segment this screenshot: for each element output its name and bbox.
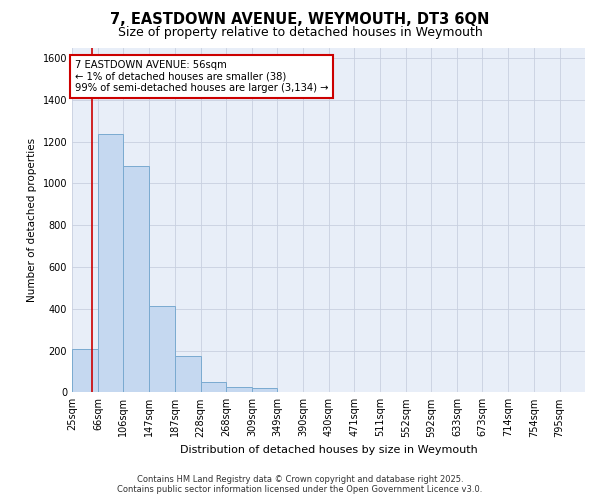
Text: 7 EASTDOWN AVENUE: 56sqm
← 1% of detached houses are smaller (38)
99% of semi-de: 7 EASTDOWN AVENUE: 56sqm ← 1% of detache… — [74, 60, 328, 94]
Text: 7, EASTDOWN AVENUE, WEYMOUTH, DT3 6QN: 7, EASTDOWN AVENUE, WEYMOUTH, DT3 6QN — [110, 12, 490, 28]
Y-axis label: Number of detached properties: Number of detached properties — [27, 138, 37, 302]
X-axis label: Distribution of detached houses by size in Weymouth: Distribution of detached houses by size … — [179, 445, 478, 455]
Text: Contains HM Land Registry data © Crown copyright and database right 2025.
Contai: Contains HM Land Registry data © Crown c… — [118, 474, 482, 494]
Text: Size of property relative to detached houses in Weymouth: Size of property relative to detached ho… — [118, 26, 482, 39]
Bar — [98, 134, 124, 392]
Bar — [175, 356, 200, 393]
Bar — [149, 306, 175, 392]
Bar — [124, 166, 149, 392]
Bar — [200, 382, 226, 392]
Bar — [72, 350, 98, 393]
Bar — [252, 388, 277, 392]
Bar — [226, 387, 252, 392]
